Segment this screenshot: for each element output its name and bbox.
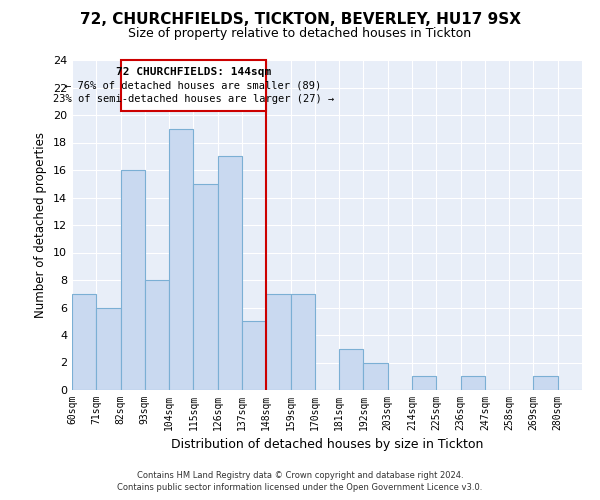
- Bar: [461, 376, 485, 390]
- Text: Size of property relative to detached houses in Tickton: Size of property relative to detached ho…: [128, 28, 472, 40]
- X-axis label: Distribution of detached houses by size in Tickton: Distribution of detached houses by size …: [171, 438, 483, 452]
- Text: 72 CHURCHFIELDS: 144sqm: 72 CHURCHFIELDS: 144sqm: [116, 67, 271, 77]
- Text: ← 76% of detached houses are smaller (89): ← 76% of detached houses are smaller (89…: [65, 80, 322, 90]
- Bar: [121, 60, 266, 111]
- Y-axis label: Number of detached properties: Number of detached properties: [34, 132, 47, 318]
- Bar: [266, 294, 290, 390]
- Bar: [169, 128, 193, 390]
- Bar: [339, 349, 364, 390]
- Text: 23% of semi-detached houses are larger (27) →: 23% of semi-detached houses are larger (…: [53, 94, 334, 104]
- Bar: [364, 362, 388, 390]
- Bar: [145, 280, 169, 390]
- Bar: [121, 170, 145, 390]
- Bar: [72, 294, 96, 390]
- Text: Contains HM Land Registry data © Crown copyright and database right 2024.
Contai: Contains HM Land Registry data © Crown c…: [118, 471, 482, 492]
- Text: 72, CHURCHFIELDS, TICKTON, BEVERLEY, HU17 9SX: 72, CHURCHFIELDS, TICKTON, BEVERLEY, HU1…: [79, 12, 521, 28]
- Bar: [193, 184, 218, 390]
- Bar: [533, 376, 558, 390]
- Bar: [290, 294, 315, 390]
- Bar: [218, 156, 242, 390]
- Bar: [412, 376, 436, 390]
- Bar: [242, 322, 266, 390]
- Bar: [96, 308, 121, 390]
